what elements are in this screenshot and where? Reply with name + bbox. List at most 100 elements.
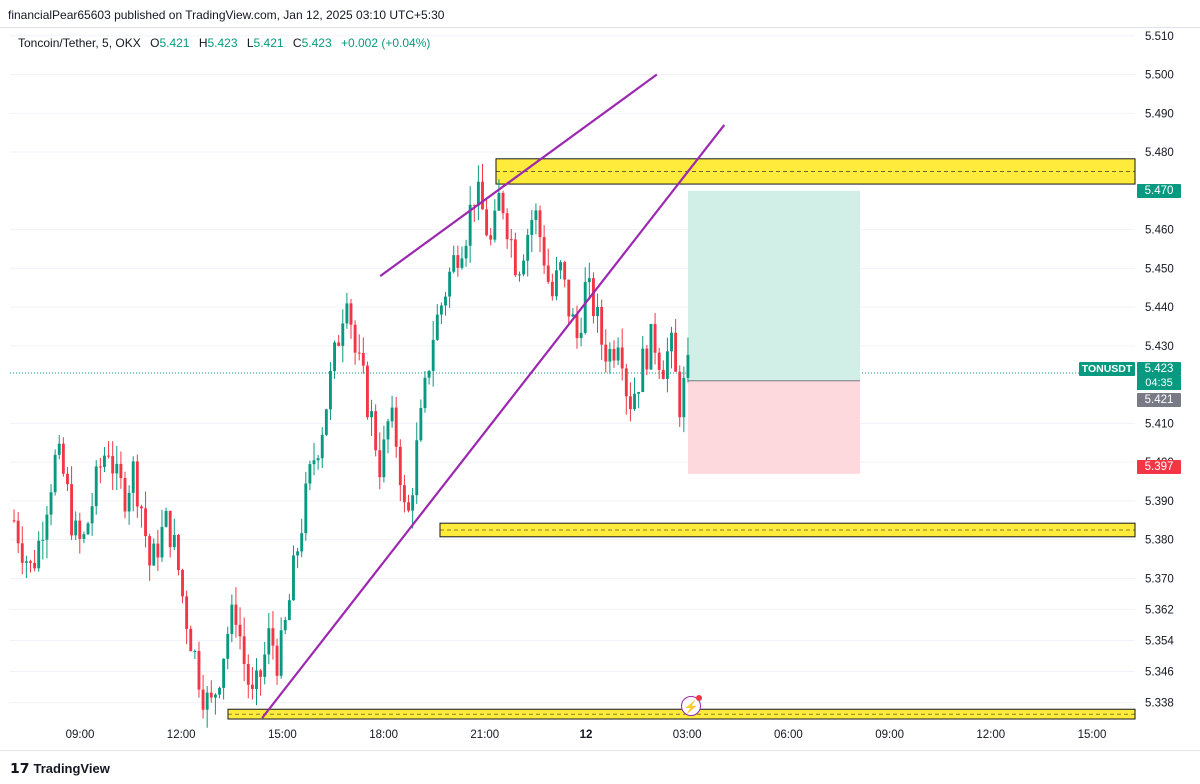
candle-down (678, 371, 682, 418)
zone-resistance (495, 158, 1136, 185)
last-price-tag: 5.423 (1137, 362, 1181, 376)
candle-down (189, 628, 193, 652)
candle-down (168, 510, 172, 548)
candle-up (94, 466, 98, 507)
candle-up (370, 411, 373, 418)
candle-down (394, 407, 398, 447)
candle-down (456, 255, 460, 268)
candle-down (148, 536, 152, 566)
notification-dot (696, 695, 702, 701)
candle-up (464, 245, 468, 259)
candle-up (665, 351, 669, 379)
price-tick-label: 5.354 (1145, 635, 1174, 647)
candle-down (29, 561, 32, 563)
time-tick-label: 09:00 (875, 729, 904, 741)
candle-up (452, 255, 456, 272)
price-tick-label: 5.380 (1145, 535, 1174, 547)
close-label: C (292, 36, 302, 50)
candle-down (250, 684, 254, 689)
candle-up (555, 270, 558, 297)
support-resistance-zones (227, 158, 1136, 720)
candle-down (135, 461, 139, 507)
channel-line-2 (261, 124, 726, 719)
time-tick-label: 21:00 (470, 729, 499, 741)
candle-up (641, 348, 645, 393)
candle-up (571, 314, 575, 317)
candle-down (591, 278, 595, 317)
open-label: O (150, 36, 160, 50)
candle-up (423, 377, 427, 408)
time-tick-label: 18:00 (369, 729, 398, 741)
candle-up (382, 439, 386, 478)
lightning-alert-icon[interactable]: ⚡ (681, 695, 702, 716)
candle-up (497, 192, 501, 211)
candle-up (37, 540, 41, 569)
candle-up (419, 407, 423, 441)
candle-down (645, 348, 649, 370)
candle-up (526, 234, 530, 261)
candle-down (513, 239, 517, 276)
candle-down (33, 562, 37, 569)
candle-up (218, 687, 221, 695)
candle-up (333, 342, 337, 372)
candle-up (530, 220, 534, 235)
candle-up (300, 533, 304, 552)
candle-up (587, 278, 591, 283)
candle-up (45, 514, 49, 540)
profit-area (688, 190, 860, 381)
candle-up (222, 658, 226, 688)
candle-down (624, 368, 628, 397)
candle-up (74, 520, 78, 536)
low-value: 5.421 (253, 36, 284, 50)
candle-down (674, 332, 678, 372)
candle-down (176, 534, 180, 570)
time-tick-label: 09:00 (66, 729, 95, 741)
candle-up (304, 483, 308, 534)
candle-down (66, 473, 69, 485)
candle-up (82, 534, 86, 539)
time-axis: 09:00 12:00 15:00 18:00 21:00 12 03:00 06:00 09:… (66, 729, 1107, 741)
candle-down (275, 645, 279, 676)
candle-down (139, 506, 143, 509)
entry-price-tag: 5.421 (1137, 393, 1181, 407)
change-value: +0.002 (+0.04%) (340, 36, 431, 50)
candle-down (374, 411, 378, 451)
low-label: L (246, 36, 254, 50)
candle-down (16, 520, 20, 544)
candle-up (468, 204, 472, 246)
candle-down (271, 628, 275, 646)
candle-up (103, 455, 106, 467)
symbol-name: Toncoin/Tether, 5, OKX (18, 36, 141, 50)
candle-down (505, 213, 509, 240)
price-tick-label: 5.490 (1145, 108, 1174, 120)
tradingview-logo-icon: 𝟭𝟳 (10, 760, 30, 776)
candle-down (98, 466, 102, 468)
price-tick-label: 5.500 (1145, 70, 1174, 82)
candle-up (41, 539, 45, 541)
candle-up (649, 323, 653, 370)
candle-down (61, 443, 65, 474)
candle-down (337, 342, 341, 346)
candle-down (542, 237, 546, 266)
candle-up (411, 495, 415, 511)
footer-brand[interactable]: 𝟭𝟳 TradingView (10, 760, 110, 777)
price-tick-label: 5.370 (1145, 573, 1174, 585)
candle-down (657, 352, 661, 370)
candle-down (472, 204, 476, 206)
candle-up (230, 604, 234, 634)
price-tick-label: 5.440 (1145, 302, 1174, 314)
candle-down (246, 664, 250, 685)
candle-down (181, 569, 184, 597)
price-tick-label: 5.390 (1145, 496, 1174, 508)
channel-line-1 (379, 73, 658, 277)
candle-up (152, 543, 156, 566)
candle-down (378, 450, 382, 478)
candle-up (431, 339, 435, 371)
time-tick-label: 06:00 (774, 729, 803, 741)
candle-down (259, 670, 263, 677)
candle-up (320, 434, 324, 459)
candle-down (361, 352, 365, 366)
candle-down (242, 636, 246, 665)
candle-up (90, 506, 94, 524)
